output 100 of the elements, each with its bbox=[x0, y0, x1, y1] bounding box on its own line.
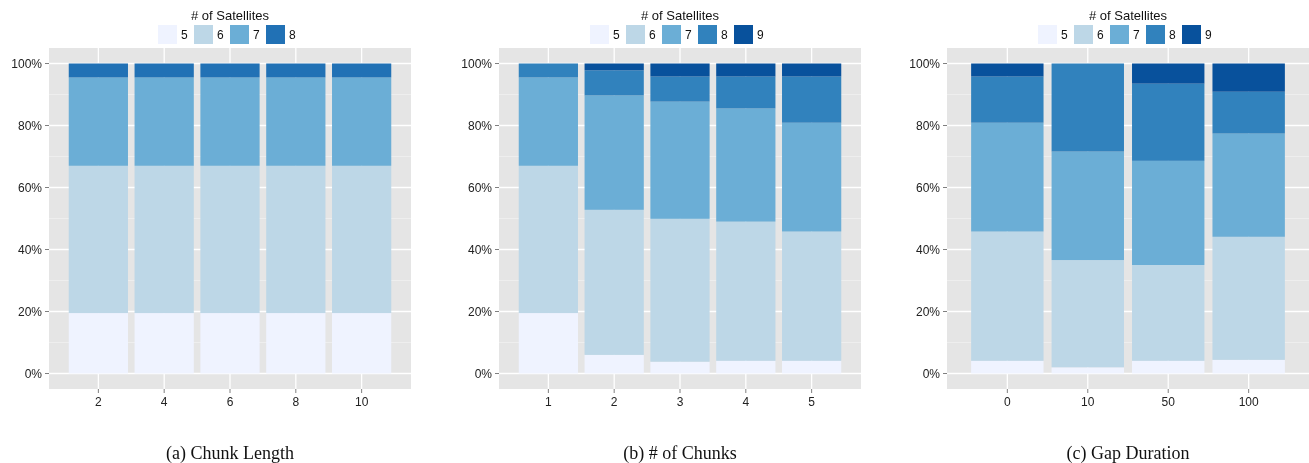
y-tick-label: 60% bbox=[467, 180, 493, 195]
bar bbox=[1212, 91, 1285, 134]
bar bbox=[782, 63, 842, 77]
bar bbox=[650, 101, 710, 219]
y-tick-label: 0% bbox=[922, 366, 941, 381]
bar bbox=[650, 361, 710, 374]
y-tick-label: 40% bbox=[17, 242, 43, 257]
bar bbox=[1132, 160, 1205, 265]
bar bbox=[971, 63, 1044, 77]
y-tick-label: 60% bbox=[17, 180, 43, 195]
bar bbox=[332, 165, 392, 314]
x-tick-label: 4 bbox=[160, 395, 168, 409]
bar bbox=[200, 313, 260, 374]
bar bbox=[1212, 359, 1285, 374]
bar bbox=[971, 231, 1044, 361]
legend-label: 5 bbox=[181, 28, 188, 43]
x-tick-label: 5 bbox=[808, 395, 816, 409]
bar bbox=[134, 165, 194, 314]
text: (b) # of Chunks bbox=[623, 443, 737, 463]
y-tick-label: 100% bbox=[11, 56, 43, 71]
bar bbox=[1132, 265, 1205, 361]
bar bbox=[1212, 133, 1285, 237]
bar bbox=[716, 63, 776, 77]
legend-label: 5 bbox=[613, 28, 620, 43]
legend-label: 6 bbox=[649, 28, 656, 43]
bar bbox=[68, 63, 128, 78]
y-tick-label: 60% bbox=[915, 180, 941, 195]
bar bbox=[518, 313, 578, 374]
bar bbox=[266, 63, 326, 78]
y-tick-label: 80% bbox=[17, 118, 43, 133]
bar bbox=[68, 77, 128, 166]
bar bbox=[1132, 360, 1205, 374]
legend-label: 7 bbox=[685, 28, 692, 43]
bar bbox=[332, 77, 392, 166]
bar bbox=[716, 360, 776, 374]
x-tick-label: 0 bbox=[1003, 395, 1011, 409]
bar bbox=[1132, 83, 1205, 161]
bar bbox=[782, 122, 842, 232]
x-tick-label: 1 bbox=[545, 395, 553, 409]
bar bbox=[584, 70, 644, 96]
x-tick-label: 6 bbox=[226, 395, 234, 409]
bar bbox=[650, 63, 710, 77]
legend-label: 8 bbox=[289, 28, 296, 43]
legend-label: 8 bbox=[1169, 28, 1176, 43]
bar bbox=[266, 313, 326, 374]
bar bbox=[518, 77, 578, 166]
y-tick-label: 100% bbox=[461, 56, 493, 71]
y-tick-label: 40% bbox=[467, 242, 493, 257]
bar bbox=[584, 95, 644, 210]
bar bbox=[1212, 236, 1285, 360]
y-tick-label: 20% bbox=[467, 304, 493, 319]
bar bbox=[68, 313, 128, 374]
bar bbox=[68, 165, 128, 314]
bar bbox=[1132, 63, 1205, 84]
bar bbox=[782, 360, 842, 374]
bar bbox=[200, 63, 260, 78]
bar bbox=[134, 313, 194, 374]
text: (c) Gap Duration bbox=[1066, 443, 1190, 463]
x-tick-label: 50 bbox=[1161, 395, 1176, 409]
bar bbox=[200, 77, 260, 166]
bar bbox=[971, 360, 1044, 374]
y-tick-label: 20% bbox=[915, 304, 941, 319]
bar bbox=[1051, 63, 1124, 152]
x-tick-label: 100 bbox=[1238, 395, 1259, 409]
legend-title: # of Satellites bbox=[190, 8, 270, 23]
bar bbox=[716, 108, 776, 222]
bar bbox=[518, 63, 578, 78]
y-tick-label: 100% bbox=[909, 56, 941, 71]
bar bbox=[1051, 367, 1124, 374]
bar bbox=[650, 76, 710, 102]
x-tick-label: 10 bbox=[354, 395, 369, 409]
y-tick-label: 80% bbox=[467, 118, 493, 133]
bar bbox=[584, 209, 644, 355]
legend-title: # of Satellites bbox=[1088, 8, 1168, 23]
y-tick-label: 80% bbox=[915, 118, 941, 133]
x-tick-label: 8 bbox=[292, 395, 300, 409]
legend-label: 9 bbox=[1205, 28, 1212, 43]
bar bbox=[134, 77, 194, 166]
bar bbox=[584, 354, 644, 374]
bar bbox=[332, 63, 392, 78]
x-tick-label: 3 bbox=[676, 395, 684, 409]
bar bbox=[134, 63, 194, 78]
bar bbox=[782, 231, 842, 361]
bar bbox=[518, 165, 578, 314]
legend-title: # of Satellites bbox=[640, 8, 720, 23]
bar bbox=[1051, 151, 1124, 261]
bar bbox=[1212, 63, 1285, 92]
bar bbox=[971, 76, 1044, 123]
y-tick-label: 0% bbox=[474, 366, 493, 381]
bar bbox=[266, 77, 326, 166]
bar bbox=[971, 122, 1044, 232]
x-tick-label: 2 bbox=[95, 395, 103, 409]
legend-label: 5 bbox=[1061, 28, 1068, 43]
bar bbox=[782, 76, 842, 123]
bar bbox=[650, 218, 710, 362]
bar bbox=[716, 76, 776, 109]
bar bbox=[1051, 260, 1124, 368]
bar bbox=[332, 313, 392, 374]
bar bbox=[200, 165, 260, 314]
y-tick-label: 40% bbox=[915, 242, 941, 257]
